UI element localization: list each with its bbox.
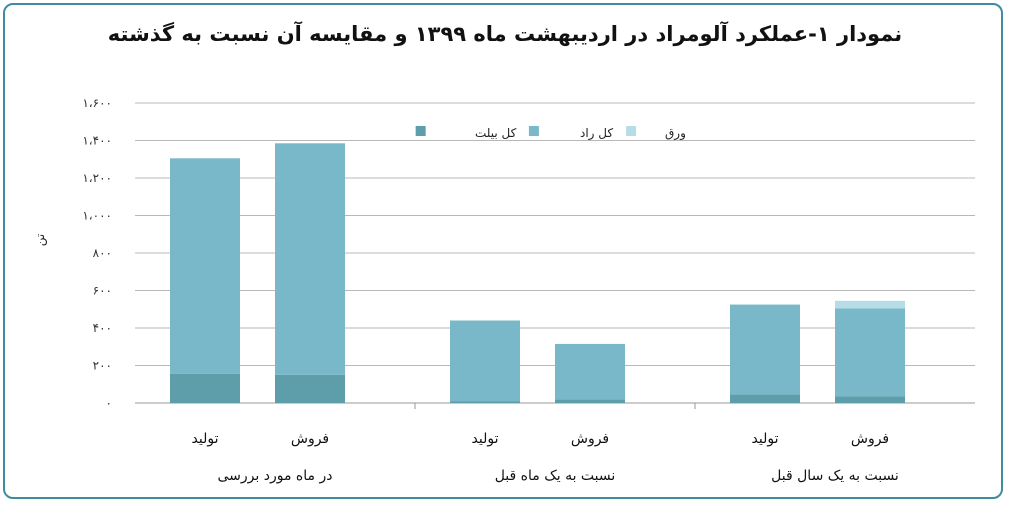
bar-segment — [555, 343, 625, 400]
bar-segment — [450, 401, 520, 403]
bar-segment — [730, 304, 800, 395]
group-label: نسبت به یک سال قبل — [771, 468, 899, 484]
legend-swatch — [626, 126, 637, 136]
legend-label: کل راد — [580, 126, 613, 141]
category-label: فروش — [571, 431, 609, 447]
legend: کل بیلت کل راد ورق — [415, 126, 686, 141]
category-label: تولید — [752, 431, 779, 447]
bar-segment — [170, 373, 240, 403]
y-tick-label: ۲۰۰ — [93, 359, 112, 373]
bar-segment — [835, 396, 905, 403]
y-tick-label: ۶۰۰ — [93, 284, 112, 298]
chart-title: نمودار ۱-عملکرد آلومراد در اردیبهشت ماه … — [107, 22, 903, 46]
y-tick-label: ۱،۶۰۰ — [82, 96, 112, 110]
group-label: نسبت به یک ماه قبل — [495, 468, 616, 484]
y-tick-label: ۸۰۰ — [93, 246, 112, 260]
category-label: تولید — [472, 431, 499, 447]
bar-segment — [275, 143, 345, 375]
legend-swatch — [415, 126, 426, 136]
x-axis-categories: تولید فروش در ماه مورد بررسی تولید فروش نسبت … — [192, 431, 899, 484]
legend-label: کل بیلت — [475, 126, 517, 140]
y-tick-label: ۱،۲۰۰ — [82, 171, 112, 185]
y-tick-label: ۱،۰۰۰ — [82, 209, 112, 223]
y-axis-ticks: ۰ ۲۰۰ ۴۰۰ ۶۰۰ ۸۰۰ ۱،۰۰۰ ۱،۲۰۰ ۱،۴۰۰ ۱،۶۰۰ — [82, 96, 112, 410]
bar-segment — [170, 158, 240, 374]
y-axis-label: تن — [33, 234, 48, 246]
group-label: در ماه مورد بررسی — [218, 468, 333, 484]
legend-label: ورق — [665, 126, 686, 141]
bar-segment — [450, 320, 520, 402]
bar-segment — [275, 374, 345, 403]
bar-segment — [730, 394, 800, 403]
y-tick-label: ۴۰۰ — [93, 321, 112, 335]
y-tick-label: ۰ — [106, 396, 112, 410]
bar-segment — [555, 399, 625, 403]
chart-frame — [3, 3, 1003, 499]
category-label: فروش — [291, 431, 329, 447]
legend-swatch — [528, 126, 539, 136]
y-tick-label: ۱،۴۰۰ — [82, 134, 112, 148]
bars — [170, 143, 905, 403]
category-label: تولید — [192, 431, 219, 447]
category-label: فروش — [851, 431, 889, 447]
bar-segment — [835, 308, 905, 397]
bar-segment — [835, 300, 905, 309]
